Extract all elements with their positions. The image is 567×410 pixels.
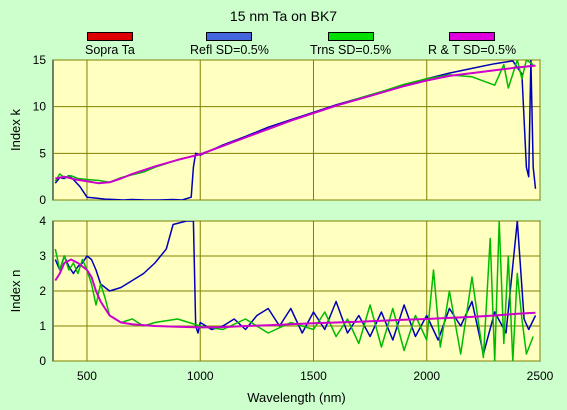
bottom-y-tick-label: 0 (39, 354, 46, 368)
legend-swatch-rt (449, 32, 496, 41)
top-y-tick-label: 0 (39, 193, 46, 207)
x-tick-label: 1500 (300, 369, 327, 383)
legend-swatch-trns (327, 32, 374, 41)
top-y-tick-label: 10 (33, 100, 47, 114)
x-tick-label: 2500 (527, 369, 554, 383)
legend-label-refl: Refl SD=0.5% (190, 43, 269, 57)
bottom-y-tick-label: 4 (39, 214, 46, 228)
bottom-y-tick-label: 1 (39, 319, 46, 333)
bottom-y-axis-label: Index n (8, 270, 23, 313)
bottom-series-trns-sd-0-5 (54, 221, 534, 361)
legend-entry-refl: Refl SD=0.5% (190, 32, 269, 57)
top-y-axis-label: Index k (8, 109, 23, 151)
legend-swatch-sopra-ta (86, 32, 133, 41)
chart-title: 15 nm Ta on BK7 (229, 8, 338, 24)
legend-entry-sopra-ta: Sopra Ta (85, 32, 135, 57)
top-y-tick-label: 5 (39, 146, 46, 160)
top-series-r-t-sd-0-5 (55, 64, 536, 185)
top-y-tick-label: 15 (33, 53, 47, 67)
legend-entry-trns: Trns SD=0.5% (310, 32, 391, 57)
top-panel-background (52, 59, 541, 201)
legend-label-rt: R & T SD=0.5% (428, 43, 517, 57)
x-tick-label: 1000 (187, 369, 214, 383)
legend-swatch-refl (206, 32, 253, 41)
bottom-y-tick-label: 2 (39, 284, 46, 298)
legend-entry-rt: R & T SD=0.5% (428, 32, 516, 57)
bottom-series-r-t-sd-0-5 (54, 258, 536, 329)
legend-label-sopra-ta: Sopra Ta (85, 43, 135, 57)
legend-label-trns: Trns SD=0.5% (310, 43, 392, 57)
bottom-y-tick-label: 3 (39, 249, 46, 263)
x-tick-label: 2000 (413, 369, 440, 383)
x-tick-label: 500 (77, 369, 97, 383)
x-axis-label: Wavelength (nm) (247, 390, 346, 405)
bottom-series-refl-sd-0-5 (54, 221, 537, 355)
